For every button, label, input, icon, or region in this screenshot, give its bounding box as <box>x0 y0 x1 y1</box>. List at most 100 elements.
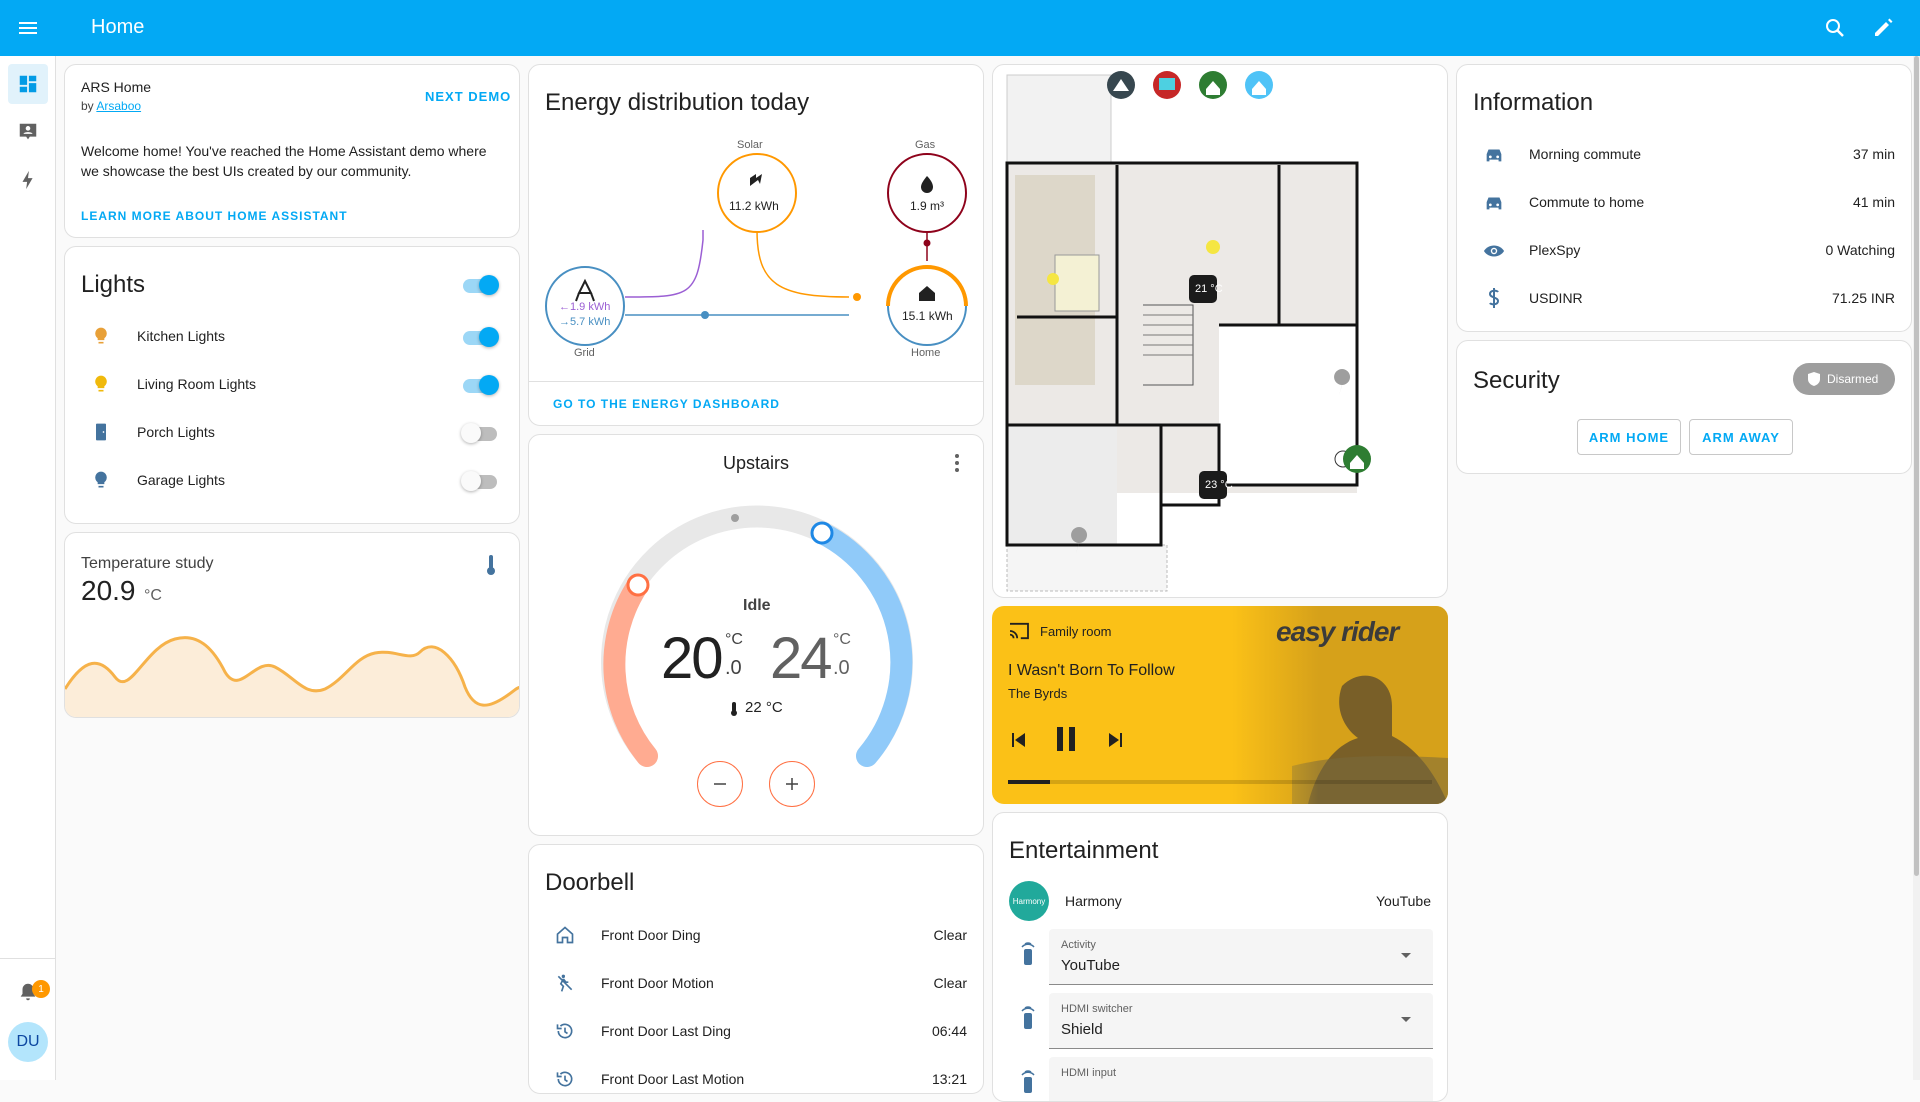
doorbell-card: Doorbell Front Door Ding Clear Front Doo… <box>528 844 984 1094</box>
information-title: Information <box>1473 89 1594 116</box>
dropdown-arrow-icon <box>1401 953 1411 958</box>
skip-previous-icon[interactable] <box>1008 730 1028 750</box>
lightbulb-icon[interactable] <box>91 373 111 395</box>
album-art <box>1232 606 1448 804</box>
current-temperature: 22 °C <box>745 699 783 716</box>
light-label-porch: Porch Lights <box>137 424 215 440</box>
home-icon <box>919 286 935 301</box>
intro-name: ARS Home <box>81 79 152 95</box>
harmony-avatar[interactable]: Harmony <box>1009 881 1049 921</box>
doorbell-value-motion: Clear <box>933 975 967 991</box>
history-icon[interactable] <box>555 1069 575 1089</box>
car-icon[interactable] <box>1483 193 1505 213</box>
lightbulb-icon[interactable] <box>91 325 111 347</box>
toggle-living-room-lights[interactable] <box>461 375 499 395</box>
page-scrollbar[interactable] <box>1913 56 1920 1080</box>
sidebar-item-energy[interactable] <box>8 160 48 200</box>
media-progress-track[interactable] <box>1008 780 1432 784</box>
entertainment-title: Entertainment <box>1009 837 1159 864</box>
lightbulb-icon[interactable] <box>91 469 111 491</box>
lights-title: Lights <box>81 271 146 298</box>
high-setpoint-handle <box>810 521 834 545</box>
shield-icon <box>1808 372 1820 386</box>
bell-icon <box>20 983 36 1001</box>
energy-dashboard-link[interactable]: GO TO THE ENERGY DASHBOARD <box>553 397 780 411</box>
high-setpoint-decimal: .0 <box>833 657 850 679</box>
temperature-value: 20.9 <box>81 575 136 606</box>
learn-more-link[interactable]: LEARN MORE ABOUT HOME ASSISTANT <box>81 209 348 223</box>
info-label-plexspy: PlexSpy <box>1529 242 1581 258</box>
temperature-title: Temperature study <box>81 555 214 572</box>
currency-usd-icon[interactable] <box>1487 287 1501 309</box>
alarm-state-badge[interactable]: Disarmed <box>1793 363 1895 395</box>
intro-byline: by Arsaboo <box>81 99 142 113</box>
arm-home-button[interactable]: ARM HOME <box>1577 419 1681 455</box>
scrollbar-thumb[interactable] <box>1914 56 1919 876</box>
arm-away-button[interactable]: ARM AWAY <box>1689 419 1793 455</box>
low-setpoint-handle <box>626 573 650 597</box>
eye-icon[interactable] <box>1483 243 1505 259</box>
security-card: Security Disarmed ARM HOME ARM AWAY <box>1456 340 1912 474</box>
energy-title: Energy distribution today <box>545 89 810 116</box>
light-label-garage: Garage Lights <box>137 472 225 488</box>
toggle-kitchen-lights[interactable] <box>461 327 499 347</box>
grid-label: Grid <box>574 347 595 359</box>
decrease-temp-button[interactable] <box>697 761 743 807</box>
top-app-bar: Home <box>0 0 1920 56</box>
floorplan-card: 21 °C 23 °C <box>992 64 1448 598</box>
media-progress-fill <box>1008 780 1051 784</box>
car-icon[interactable] <box>1483 145 1505 165</box>
activity-select[interactable]: Activity YouTube <box>1049 929 1433 985</box>
alarm-state-text: Disarmed <box>1827 372 1879 386</box>
sidebar-item-overview[interactable] <box>8 64 48 104</box>
dashboard-icon <box>19 75 37 93</box>
transmission-tower-icon <box>575 278 595 302</box>
thermostat-dial[interactable] <box>589 495 925 831</box>
account-box-icon <box>19 123 37 140</box>
more-vert-icon[interactable] <box>953 451 961 475</box>
doorbell-label-motion: Front Door Motion <box>601 975 714 991</box>
temperature-study-card[interactable]: Temperature study 20.9 °C <box>64 532 520 718</box>
light-label-living-room: Living Room Lights <box>137 376 257 392</box>
author-link[interactable]: Arsaboo <box>96 99 142 113</box>
history-icon[interactable] <box>555 1021 575 1041</box>
temperature-sparkline <box>65 636 519 717</box>
pause-icon[interactable] <box>1052 724 1080 754</box>
skip-next-icon[interactable] <box>1106 730 1126 750</box>
hdmi-switcher-select[interactable]: HDMI switcher Shield <box>1049 993 1433 1049</box>
security-title: Security <box>1473 367 1560 394</box>
user-avatar[interactable]: DU <box>8 1022 48 1062</box>
grid-import-value: ←1.9 kWh <box>559 301 611 313</box>
sidebar-item-map[interactable] <box>8 112 48 152</box>
menu-icon[interactable] <box>16 16 40 40</box>
harmony-label: Harmony <box>1065 893 1122 909</box>
dropdown-arrow-icon <box>1401 1017 1411 1022</box>
home-value: 15.1 kWh <box>902 309 953 323</box>
activity-value: YouTube <box>1061 957 1120 974</box>
current-temp-marker <box>731 514 739 522</box>
floorplan[interactable] <box>993 65 1448 598</box>
information-card: Information Morning commute 37 min Commu… <box>1456 64 1912 332</box>
home-outline-icon[interactable] <box>555 925 575 945</box>
door-icon[interactable] <box>91 421 111 443</box>
floorplan-temp-2[interactable]: 23 °C <box>1205 479 1233 491</box>
doorbell-title: Doorbell <box>545 869 635 896</box>
sidebar: 1 DU <box>0 56 56 1080</box>
motion-sensor-icon[interactable] <box>555 973 575 993</box>
increase-temp-button[interactable] <box>769 761 815 807</box>
media-song-title: I Wasn't Born To Follow <box>1008 662 1175 679</box>
toggle-garage-lights[interactable] <box>461 471 497 491</box>
lightning-bolt-icon <box>22 170 33 190</box>
gas-label: Gas <box>915 139 936 151</box>
lights-master-toggle[interactable] <box>461 275 499 295</box>
search-icon[interactable] <box>1823 16 1847 40</box>
next-demo-button[interactable]: NEXT DEMO <box>425 89 512 104</box>
toggle-porch-lights[interactable] <box>461 423 497 443</box>
activity-label: Activity <box>1061 939 1096 951</box>
floorplan-temp-1[interactable]: 21 °C <box>1195 283 1223 295</box>
fire-icon <box>921 176 933 193</box>
pencil-icon[interactable] <box>1871 16 1895 40</box>
hdmi-switcher-label: HDMI switcher <box>1061 1003 1133 1015</box>
doorbell-label-ding: Front Door Ding <box>601 927 701 943</box>
notifications-button[interactable] <box>8 972 48 1012</box>
